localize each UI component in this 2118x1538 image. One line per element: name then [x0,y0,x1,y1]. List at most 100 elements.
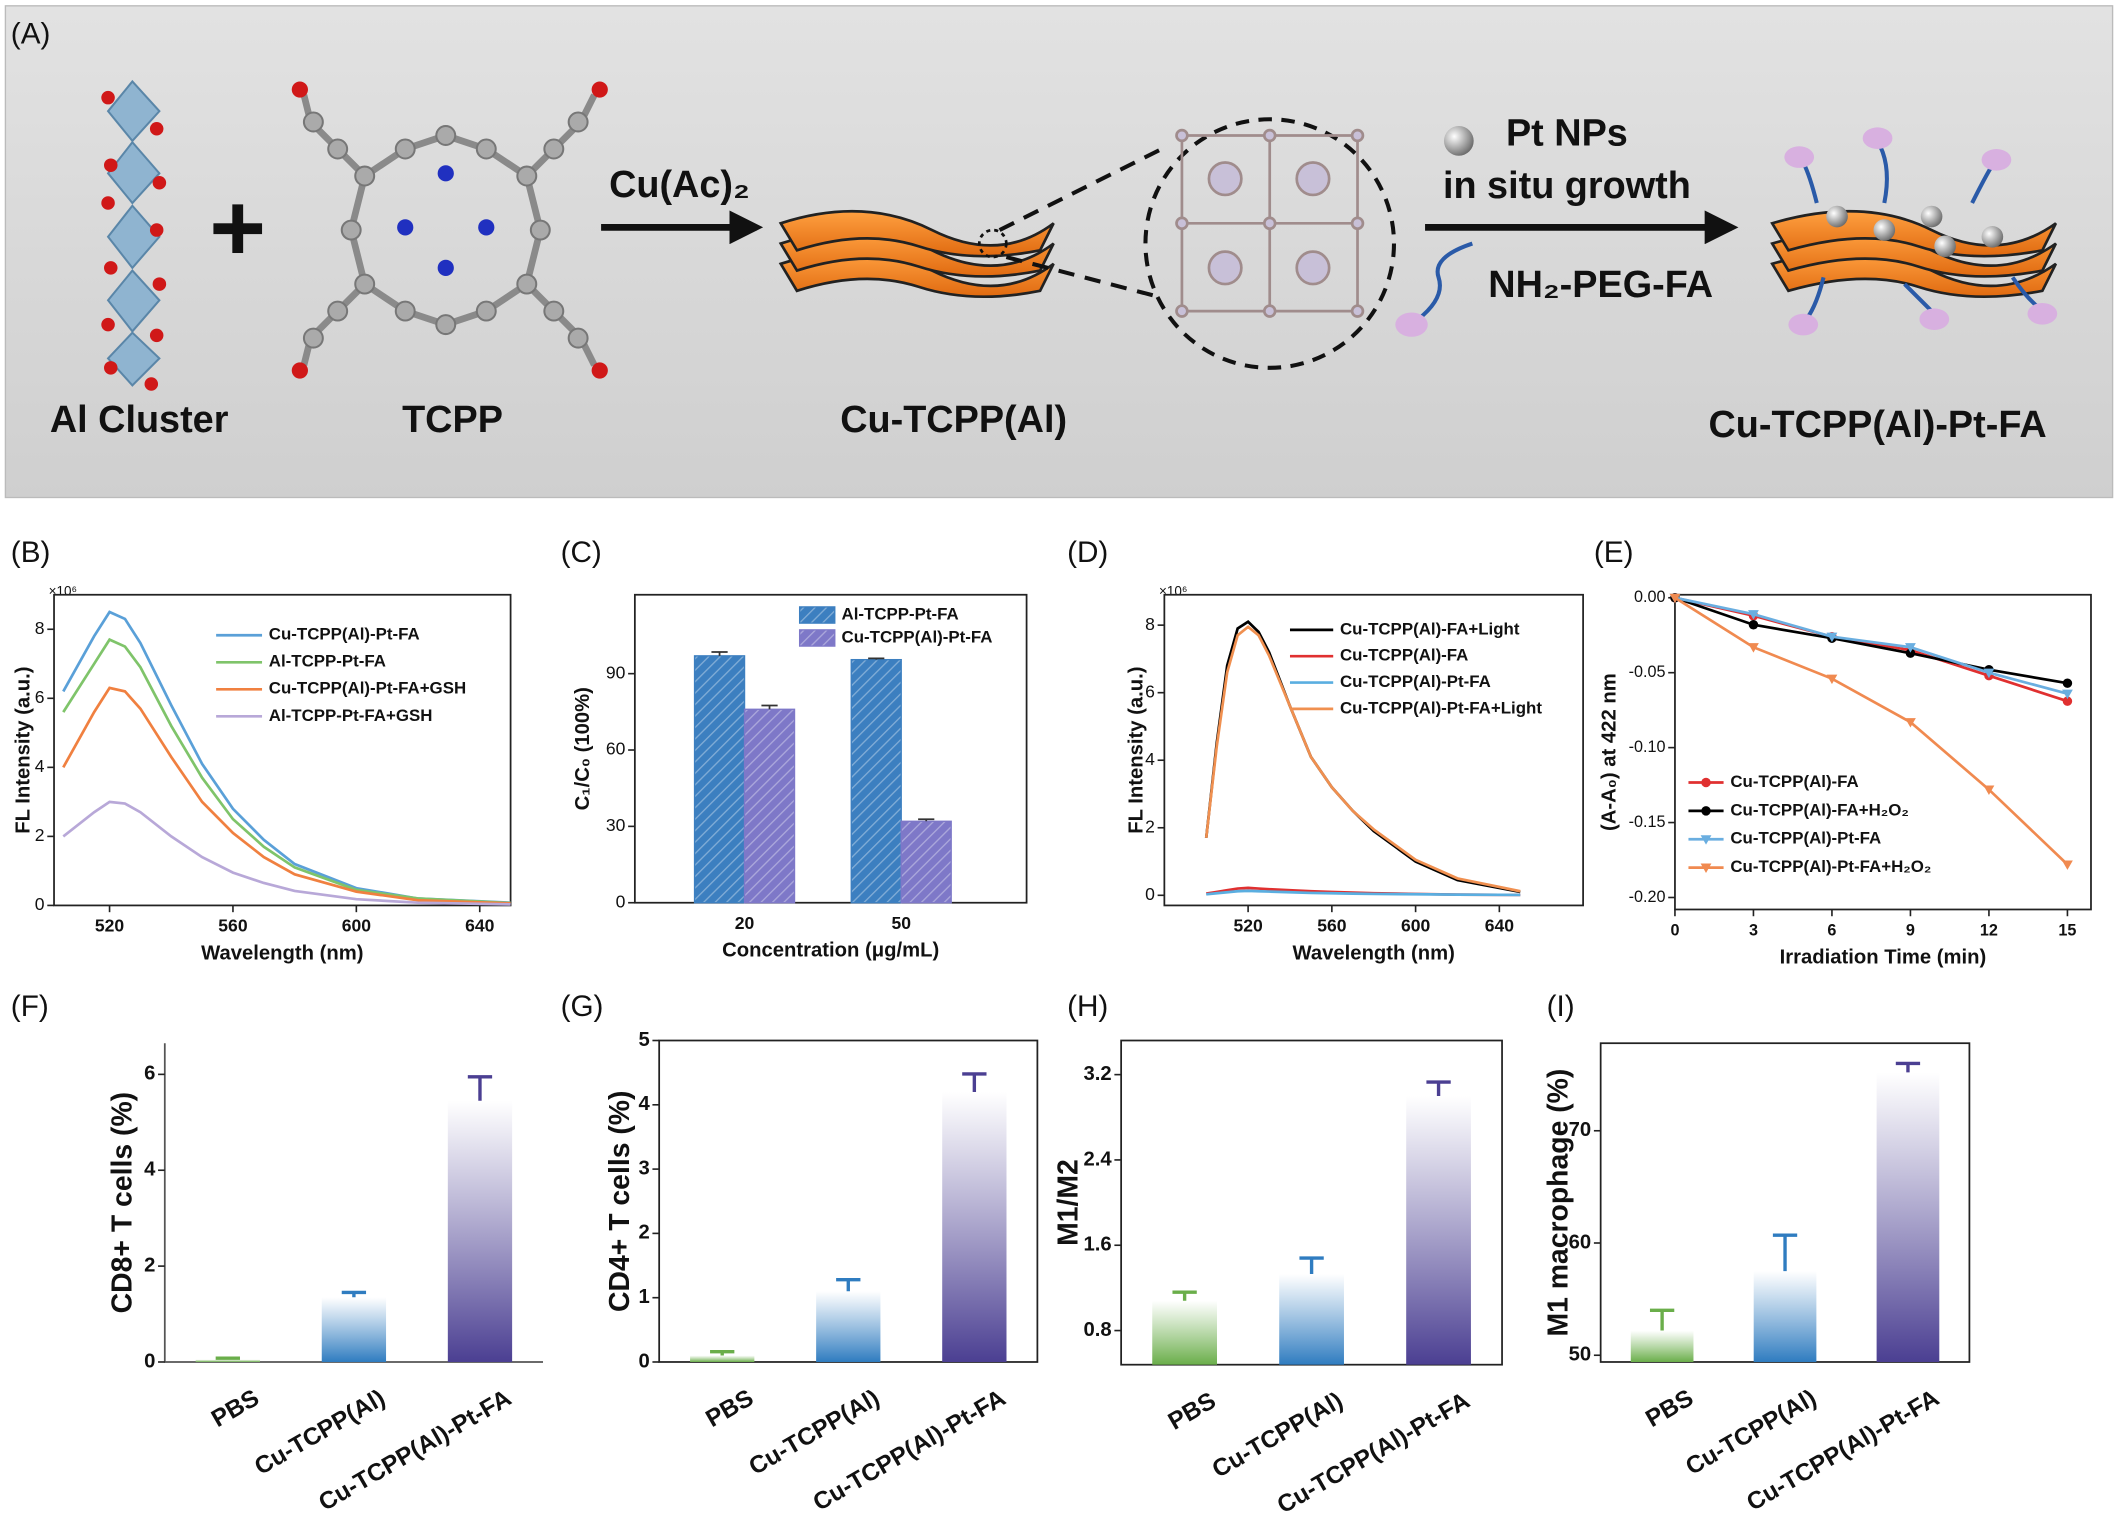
panel-label: (F) [11,990,49,1023]
y-axis-label: FL Intensity (a.u.) [1126,666,1148,833]
x-tick-label: 560 [218,916,248,936]
bar [1876,1072,1940,1362]
bar [850,658,902,904]
x-tick-label: PBS [207,1384,264,1432]
x-tick-label: 6 [1827,921,1836,939]
legend-marker [1701,777,1711,788]
y-tick-label: 4 [144,1159,156,1181]
series-line [1206,889,1521,897]
y-axis-label: M1 macrophage (%) [1543,1069,1575,1337]
y-tick-label: 60 [606,739,626,759]
zoom-lines [998,147,1163,300]
y-tick-label: 0.00 [1634,588,1666,606]
y-tick-label: 3 [638,1157,649,1179]
mof-grid [1175,128,1365,318]
error-bar [761,704,778,710]
fa-ligand [1395,312,1428,337]
al-cluster-icon [101,79,167,391]
chart: (H)0.81.62.43.2M1/M2PBSCu-TCPP(Al)Cu-TCP… [1052,990,1503,1519]
x-tick-label: 0 [1670,921,1679,939]
bar [1406,1095,1471,1365]
y-tick-label: 0 [35,894,45,914]
y-tick-label: 50 [1569,1344,1592,1366]
legend-marker [1700,863,1712,874]
x-tick-label: 12 [1980,921,1998,939]
plot-frame [633,593,1028,904]
bar [1630,1330,1694,1362]
bar [1152,1300,1217,1365]
series-line [62,637,511,905]
panel-label: (H) [1067,990,1108,1023]
y-tick-label: 0.8 [1084,1319,1112,1341]
bar [900,820,952,904]
legend-label: Cu-TCPP(Al)-Pt-FA [842,627,993,646]
panel-label: (E) [1594,536,1634,569]
legend-label: Cu-TCPP(Al)-FA+H₂O₂ [1730,800,1909,819]
x-tick-label: 560 [1317,916,1347,936]
point [1748,643,1759,653]
y-tick-label: 2 [35,825,45,845]
point [1826,674,1838,685]
y-axis-label: (A-A₀) at 422 nm [1598,673,1620,831]
legend-label: Cu-TCPP(Al)-Pt-FA+Light [1340,698,1542,717]
y-tick-label: -0.20 [1629,888,1666,906]
point [1748,610,1759,620]
y-tick-label: 6 [35,687,45,707]
y-tick-label: -0.10 [1629,738,1666,756]
y-tick-label: 70 [1569,1119,1592,1141]
y-tick-label: 60 [1569,1231,1592,1253]
y-tick-label: 6 [144,1063,155,1085]
pt-particle [1443,126,1474,156]
y-axis-label: C₁/C₀ (100%) [572,687,594,810]
x-axis-label: Wavelength (nm) [1293,942,1455,964]
axis-multiplier: ×10⁶ [1159,584,1187,599]
legend-label: Cu-TCPP(Al)-Pt-FA [1730,829,1881,848]
y-axis-label: M1/M2 [1052,1159,1084,1246]
point [1748,619,1759,630]
error-bar [710,1350,735,1356]
plot-frame [53,593,512,907]
y-tick-label: 8 [1145,614,1155,634]
point [2062,678,2073,688]
bar [942,1091,1007,1362]
point [1983,668,1995,679]
bar [743,708,796,904]
x-tick-label: 600 [1401,916,1431,936]
chart: (E) 0.00 -0.05 -0.10 -0.15 -0.200 3 6 9 12 15 (A-A₀… [1594,536,2092,968]
plus-sign [213,204,263,254]
zoom-circle [1143,117,1397,370]
error-bar [1299,1256,1324,1275]
error-bar [836,1277,861,1292]
plot-frame [1163,593,1584,907]
error-bar [962,1072,987,1092]
legend-label: Al-TCPP-Pt-FA+GSH [269,706,433,725]
x-tick-label: PBS [701,1384,758,1432]
legend-label: Cu-TCPP(Al)-Pt-FA+GSH [269,679,466,698]
y-tick-label: 1 [638,1286,649,1308]
y-tick-label: 0 [1145,884,1155,904]
error-bar [467,1075,493,1101]
growth-label: in situ growth [1443,165,1691,207]
error-bar [1172,1290,1197,1301]
nanosheet-icon [778,209,1055,299]
point [1905,648,1916,658]
tcpp-icon [291,81,608,379]
legend-label: Cu-TCPP(Al)-Pt-FA [1340,672,1491,691]
x-axis-label: Concentration (μg/mL) [722,940,939,962]
y-tick-label: 6 [1145,681,1155,701]
panel-label: (A) [11,17,51,50]
peg-label: NH₂-PEG-FA [1488,264,1713,306]
point [2062,696,2073,706]
chart: (C) 0 30 60 90 C₁/C₀ (100%) Concentration (μg/… [561,536,1028,962]
y-tick-label: 2 [638,1222,649,1244]
series-line [62,610,511,905]
legend-label: Al-TCPP-Pt-FA [842,604,959,623]
y-tick-label: 4 [638,1093,650,1115]
panel-label: (G) [561,990,604,1023]
y-tick-label: 90 [606,662,626,682]
legend-label: Al-TCPP-Pt-FA [269,652,386,671]
y-tick-label: 8 [35,618,45,638]
